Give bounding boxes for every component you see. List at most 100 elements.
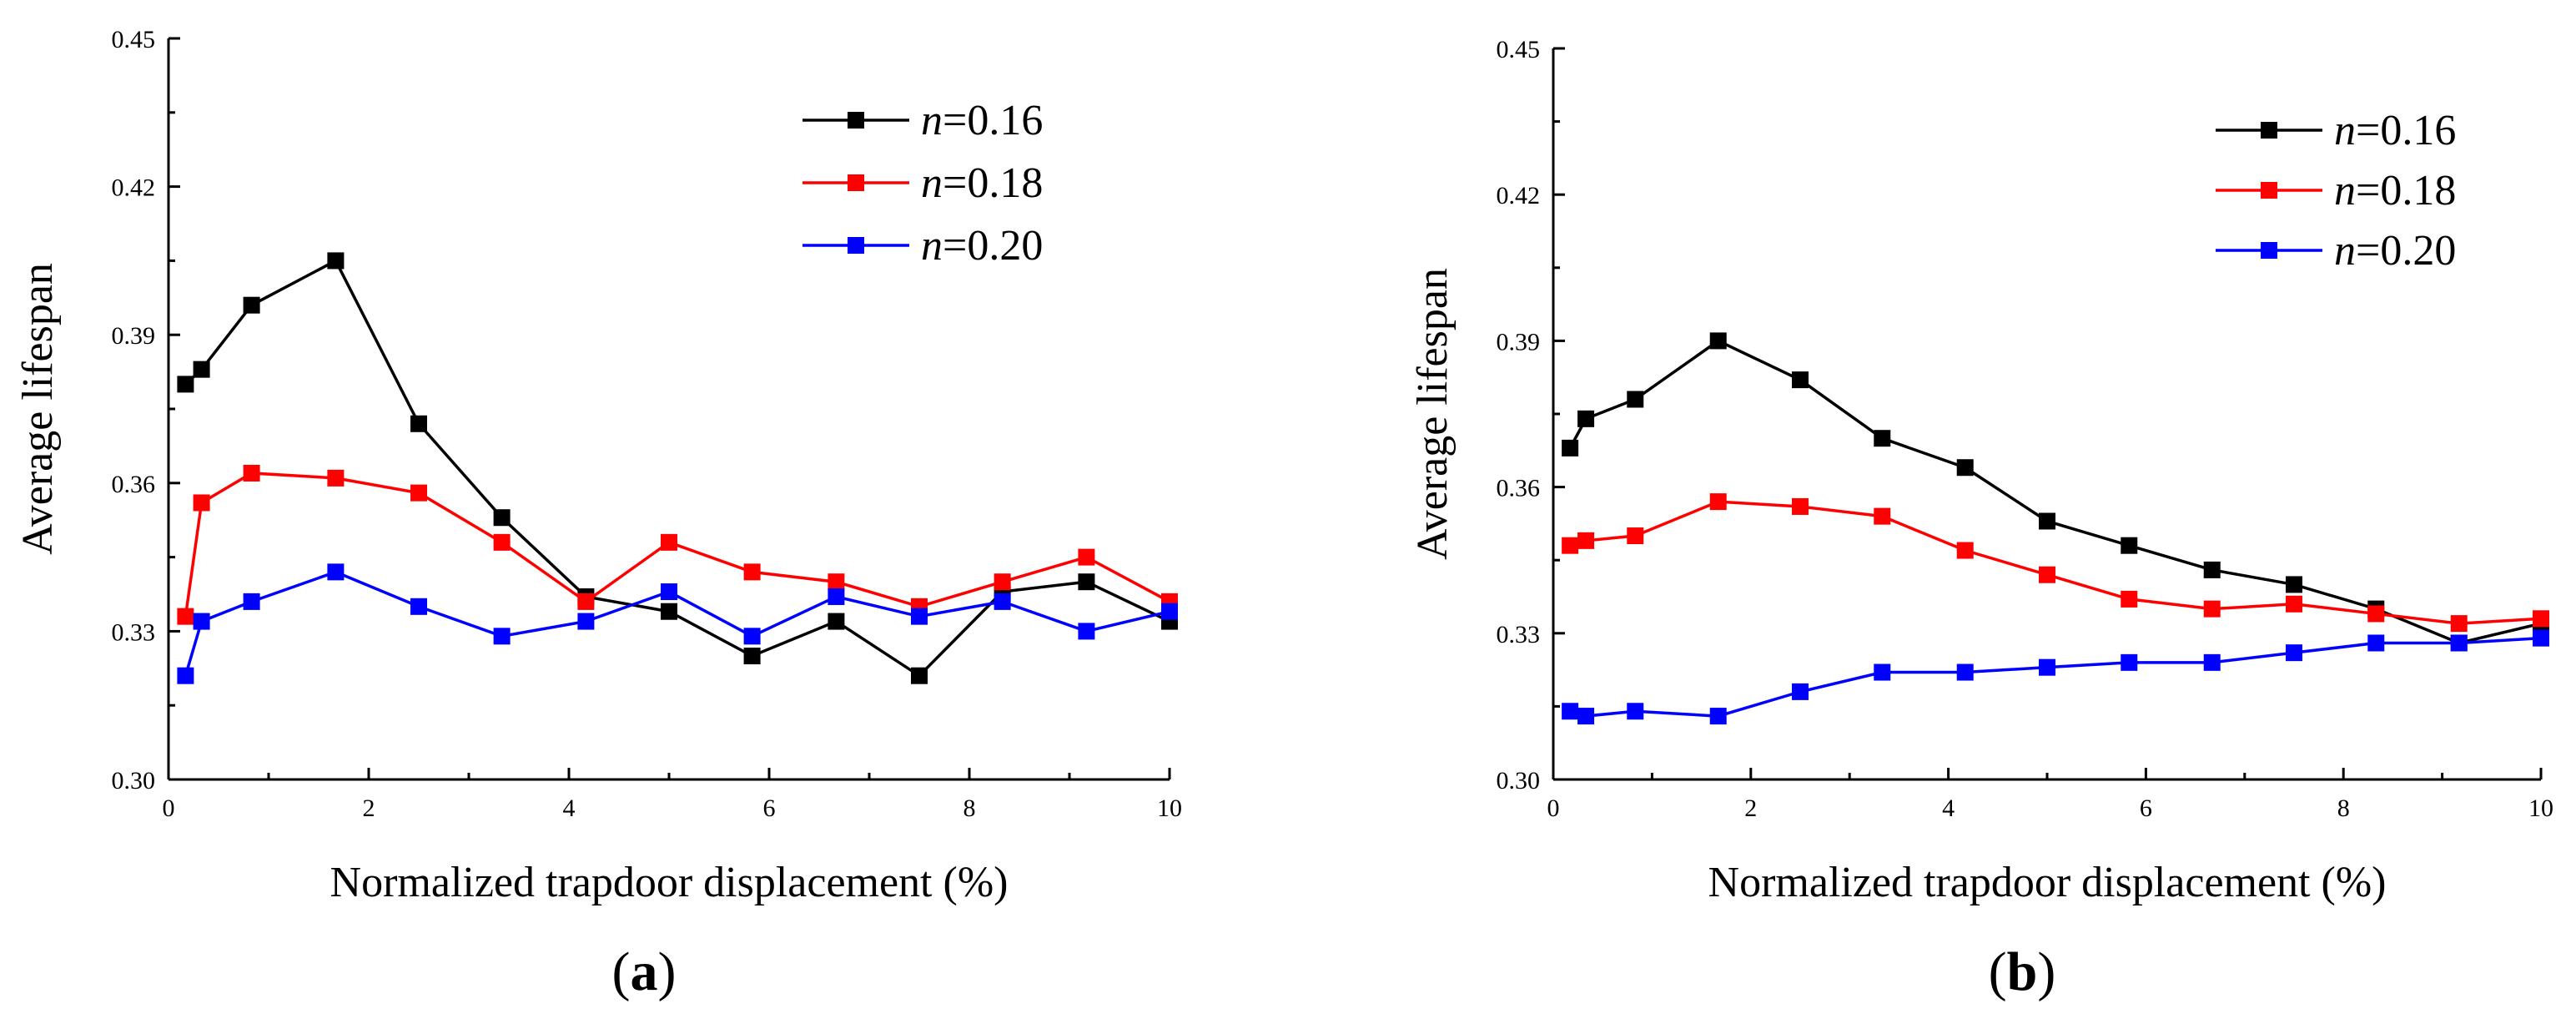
y-axis-title: Average lifespan [1409, 268, 1457, 560]
y-tick-label: 0.42 [1497, 182, 1541, 209]
data-point-marker [1792, 371, 1809, 389]
series-0 [177, 252, 1178, 684]
legend-marker [848, 112, 864, 129]
data-point-marker [2450, 634, 2468, 652]
legend-label: n=0.20 [921, 222, 1043, 270]
data-point-marker [1577, 708, 1595, 725]
data-point-marker [661, 603, 677, 620]
data-point-marker [1078, 548, 1095, 566]
data-point-marker [243, 296, 260, 314]
data-point-marker [1709, 332, 1727, 350]
data-point-marker [2039, 512, 2055, 530]
y-tick-label: 0.30 [112, 767, 156, 794]
data-point-marker [193, 613, 210, 630]
legend: n=0.16n=0.18n=0.20 [2216, 107, 2456, 275]
data-point-marker [1792, 683, 1809, 700]
series-1 [1562, 493, 2549, 633]
legend-variable: n [921, 222, 943, 270]
chart-panel-a: 0 2 4 6 8 10 0.30 0.33 0.36 0.39 0.42 0.45 Normalize… [14, 26, 1182, 1002]
data-point-marker [2203, 600, 2221, 618]
data-point-marker [1874, 430, 1891, 447]
y-tick-label: 0.39 [112, 322, 156, 350]
y-tick-label: 0.33 [1497, 621, 1541, 648]
series-line [184, 259, 1170, 678]
panel-paren-open: ( [612, 941, 631, 1002]
series-line [1569, 500, 2542, 625]
data-point-marker [2039, 658, 2055, 676]
legend-label: n=0.18 [921, 159, 1043, 207]
y-tick-label: 0.30 [1497, 767, 1541, 794]
data-point-marker [2203, 561, 2221, 578]
x-tick-label: 8 [963, 794, 976, 822]
data-point-marker [2533, 610, 2549, 628]
x-tick-label: 10 [2528, 794, 2553, 822]
data-point-marker [327, 469, 345, 487]
data-point-marker [177, 376, 194, 393]
data-point-marker [493, 509, 511, 527]
y-tick-label: 0.39 [1497, 328, 1541, 356]
legend-label: n=0.16 [921, 97, 1043, 144]
data-point-marker [1874, 663, 1891, 681]
panel-letter: a [631, 941, 658, 1002]
data-point-marker [193, 361, 210, 378]
data-point-marker [1709, 493, 1727, 511]
chart-panel-b: 0 2 4 6 8 10 0.30 0.33 0.36 0.39 0.42 0.45 Normalize… [1409, 36, 2553, 1002]
data-point-marker [1078, 573, 1095, 591]
x-tick-label: 8 [2337, 794, 2350, 822]
data-point-marker [2286, 576, 2302, 593]
legend-variable: n [921, 159, 943, 207]
data-point-marker [743, 628, 761, 645]
series-line [184, 472, 1170, 617]
data-point-marker [1956, 663, 1974, 681]
data-point-marker [577, 593, 595, 610]
data-point-marker [177, 667, 194, 684]
y-axis-title: Average lifespan [14, 263, 62, 555]
x-tick-label: 2 [363, 794, 375, 822]
legend-variable: n [2334, 107, 2356, 154]
data-point-marker [1161, 603, 1178, 620]
legend-marker [848, 174, 864, 191]
panel-paren-open: ( [1989, 941, 2007, 1002]
data-point-marker [1874, 507, 1891, 525]
data-point-marker [410, 415, 427, 432]
data-point-marker [1562, 537, 1579, 554]
x-tick-label: 6 [763, 794, 776, 822]
data-point-marker [327, 252, 345, 270]
legend-marker [2261, 122, 2277, 139]
data-point-marker [177, 608, 194, 625]
y-tick-label: 0.42 [112, 174, 156, 202]
data-point-marker [743, 648, 761, 664]
x-tick-label: 0 [1547, 794, 1560, 822]
panel-paren-close: ) [658, 941, 677, 1002]
data-point-marker [2121, 653, 2138, 671]
data-point-marker [911, 667, 928, 684]
data-point-marker [1078, 623, 1095, 640]
x-axis-title: Normalized trapdoor displacement (%) [330, 859, 1009, 906]
data-point-marker [1562, 703, 1579, 720]
legend-variable: n [2334, 167, 2356, 214]
legend-value: =0.18 [2356, 167, 2456, 214]
data-point-marker [1627, 703, 1644, 720]
data-point-marker [243, 464, 260, 482]
series-1 [177, 464, 1178, 625]
data-point-marker [2286, 595, 2302, 613]
y-tick-label: 0.45 [112, 26, 156, 53]
legend-marker [2261, 182, 2277, 199]
x-tick-label: 2 [1744, 794, 1757, 822]
data-point-marker [2533, 629, 2549, 647]
data-point-marker [1627, 391, 1644, 408]
data-point-marker [1562, 439, 1579, 456]
panel-label: (a) [612, 941, 677, 1002]
x-tick-label: 4 [1942, 794, 1955, 822]
x-tick-label: 10 [1157, 794, 1182, 822]
data-point-marker [2121, 590, 2138, 608]
y-tick-label: 0.45 [1497, 36, 1541, 63]
data-point-marker [327, 563, 345, 581]
data-point-marker [1956, 459, 1974, 477]
legend-value: =0.18 [943, 159, 1043, 207]
data-point-marker [410, 484, 427, 502]
data-point-marker [661, 533, 677, 551]
data-point-marker [2121, 537, 2138, 554]
series-line [1569, 636, 2542, 718]
